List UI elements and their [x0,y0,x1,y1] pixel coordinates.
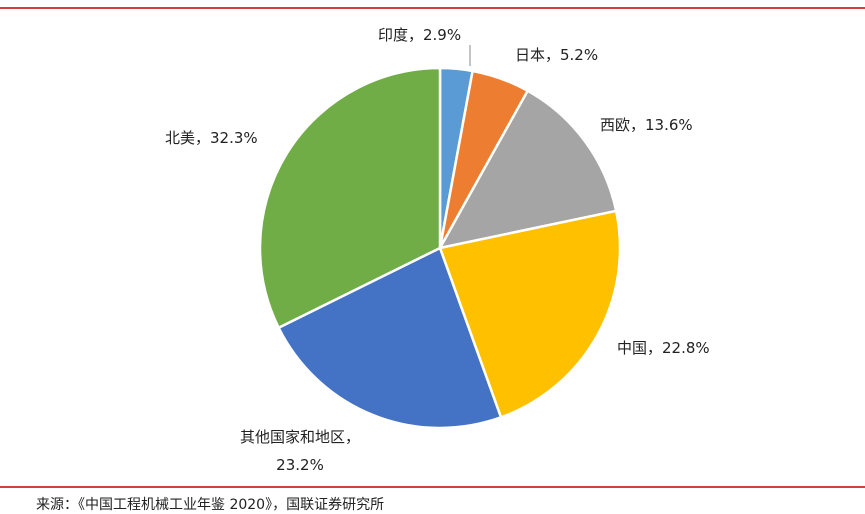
pie-slice [437,89,618,250]
slice-label: 其他国家和地区，23.2% [240,428,361,474]
source-note: 来源：《中国工程机械工业年鉴 2020》，国联证券研究所 [36,497,385,513]
slice-label: 中国，22.8% [617,339,710,357]
pie-slice [276,246,503,430]
slice-label: 西欧，13.6% [600,116,693,134]
slice-label: 日本，5.2% [515,46,599,64]
slice-label: 印度，2.9% [378,26,462,44]
slice-label: 北美，32.3% [165,129,258,147]
pie-slice [258,66,442,330]
pie-slice [438,209,622,419]
